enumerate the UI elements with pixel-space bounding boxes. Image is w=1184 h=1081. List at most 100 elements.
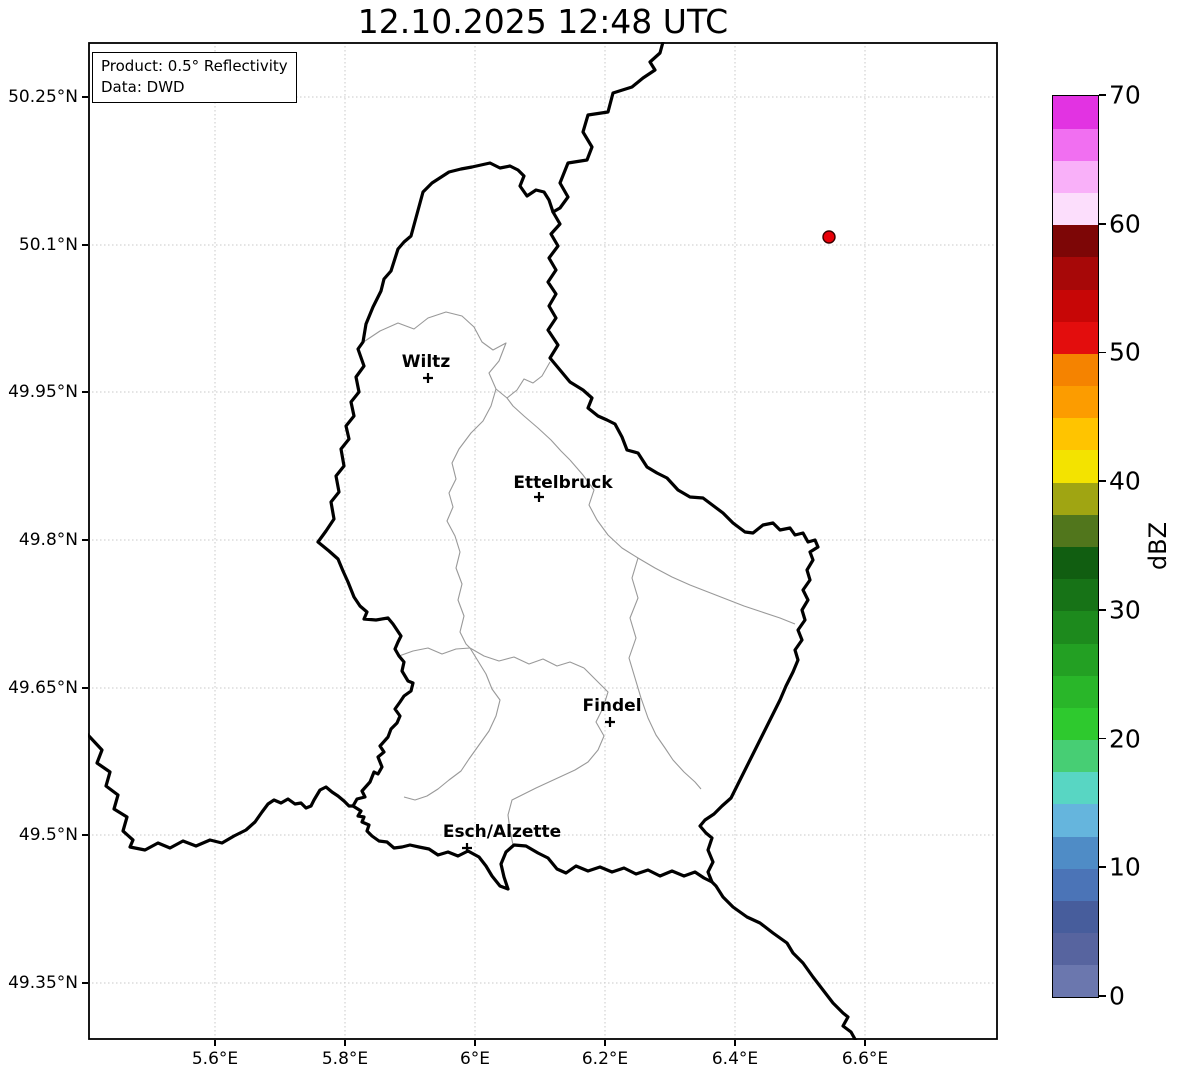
y-tick-mark	[82, 834, 88, 836]
colorbar-segment	[1053, 449, 1098, 483]
colorbar-tick-label: 20	[1109, 724, 1141, 754]
colorbar-tick-label: 0	[1109, 981, 1125, 1011]
x-tick-label: 6.6°E	[841, 1049, 889, 1069]
city-label: Wiltz	[402, 352, 451, 372]
colorbar-segment	[1053, 739, 1098, 773]
colorbar-tick-mark	[1099, 222, 1106, 225]
data-source-line: Data: DWD	[101, 78, 185, 96]
x-tick-mark	[604, 1040, 606, 1046]
colorbar-tick-mark	[1099, 866, 1106, 869]
colorbar-tick-label: 70	[1109, 80, 1141, 110]
colorbar-segment	[1053, 964, 1098, 998]
canton-border	[506, 397, 571, 461]
colorbar-segment	[1053, 96, 1098, 129]
city-marker-icon	[423, 373, 433, 383]
luxembourg-border	[316, 161, 820, 891]
colorbar-segment	[1053, 482, 1098, 515]
plot-title: 12.10.2025 12:48 UTC	[357, 2, 729, 41]
canton-border	[569, 459, 796, 625]
colorbar-segment	[1053, 771, 1098, 805]
y-tick-label: 50.25°N	[8, 87, 78, 107]
france-germany-border	[710, 880, 858, 1040]
canton-border	[628, 557, 702, 790]
x-tick-label: 6.2°E	[581, 1049, 629, 1069]
y-tick-mark	[82, 982, 88, 984]
x-tick-label: 6°E	[459, 1049, 491, 1069]
colorbar-segment	[1053, 160, 1098, 194]
colorbar-segment	[1053, 417, 1098, 451]
colorbar-segment	[1053, 643, 1098, 676]
colorbar-segment	[1053, 514, 1098, 547]
colorbar-tick-mark	[1099, 94, 1106, 96]
colorbar-tick-label: 60	[1109, 209, 1141, 239]
city-marker-icon	[605, 717, 615, 727]
city-marker-icon	[462, 843, 472, 853]
colorbar-segment	[1053, 385, 1098, 419]
colorbar-segment	[1053, 546, 1098, 580]
colorbar-segment	[1053, 353, 1098, 387]
colorbar-segment	[1053, 836, 1098, 869]
colorbar-tick-label: 50	[1109, 337, 1141, 367]
y-tick-label: 49.95°N	[8, 382, 78, 402]
map-canvas: Wiltz Ettelbruck Findel Esch/Alzette	[88, 42, 998, 1040]
x-tick-label: 6.4°E	[711, 1049, 759, 1069]
colorbar-segment	[1053, 578, 1098, 612]
city-label: Ettelbruck	[513, 473, 613, 493]
colorbar-tick-mark	[1099, 609, 1106, 611]
y-tick-mark	[82, 539, 88, 541]
product-info-box: Product: 0.5° Reflectivity Data: DWD	[92, 52, 297, 103]
city-label: Esch/Alzette	[443, 822, 561, 842]
colorbar-segment	[1053, 192, 1098, 226]
colorbar-segment	[1053, 932, 1098, 966]
product-info-line: Product: 0.5° Reflectivity	[101, 57, 288, 75]
y-tick-mark	[82, 244, 88, 246]
canton-border	[398, 647, 471, 657]
x-tick-mark	[734, 1040, 736, 1046]
canton-border	[507, 667, 609, 846]
colorbar-tick-label: 30	[1109, 595, 1141, 625]
city-marker-icon	[534, 492, 544, 502]
y-tick-label: 49.8°N	[18, 530, 78, 550]
colorbar-unit-label: dBZ	[1144, 521, 1172, 570]
belgium-germany-border	[551, 42, 665, 214]
y-tick-label: 49.5°N	[18, 825, 78, 845]
colorbar-tick-mark	[1099, 995, 1106, 997]
canton-border	[446, 388, 497, 649]
x-tick-label: 5.6°E	[191, 1049, 239, 1069]
colorbar-segment	[1053, 224, 1098, 258]
y-tick-label: 49.65°N	[8, 678, 78, 698]
colorbar	[1052, 95, 1099, 998]
y-tick-mark	[82, 96, 88, 98]
colorbar-segment	[1053, 707, 1098, 741]
canton-border	[361, 311, 551, 399]
x-tick-mark	[864, 1040, 866, 1046]
colorbar-segment	[1053, 675, 1098, 708]
colorbar-tick-mark	[1099, 351, 1106, 354]
x-tick-label: 5.8°E	[321, 1049, 369, 1069]
colorbar-segment	[1053, 610, 1098, 644]
colorbar-tick-mark	[1099, 737, 1106, 740]
y-tick-mark	[82, 687, 88, 689]
colorbar-segment	[1053, 289, 1098, 322]
radar-dot	[822, 230, 836, 244]
axes-frame	[88, 42, 998, 1040]
colorbar-tick-label: 40	[1109, 466, 1141, 496]
colorbar-segment	[1053, 900, 1098, 934]
colorbar-tick-label: 10	[1109, 852, 1141, 882]
x-tick-mark	[214, 1040, 216, 1046]
canton-border	[403, 647, 501, 801]
belgium-france-border	[88, 733, 355, 852]
x-tick-mark	[344, 1040, 346, 1046]
colorbar-segment	[1053, 803, 1098, 837]
colorbar-segment	[1053, 321, 1098, 354]
x-tick-mark	[474, 1040, 476, 1046]
city-label: Findel	[582, 696, 641, 716]
colorbar-segment	[1053, 128, 1098, 161]
y-tick-label: 49.35°N	[8, 973, 78, 993]
y-tick-label: 50.1°N	[18, 235, 78, 255]
colorbar-tick-mark	[1099, 480, 1106, 482]
canton-border	[469, 647, 585, 669]
colorbar-segment	[1053, 256, 1098, 290]
colorbar-segment	[1053, 868, 1098, 901]
